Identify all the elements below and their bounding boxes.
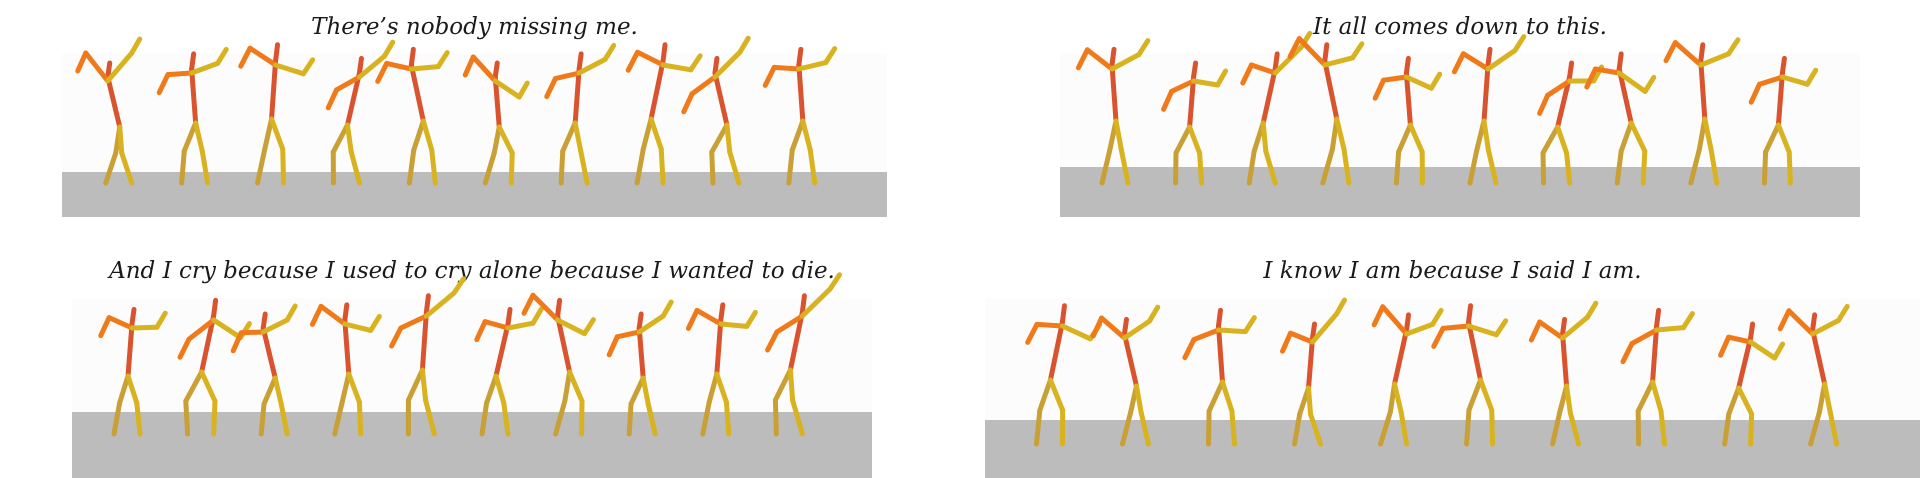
stick-figure	[1663, 37, 1741, 186]
panel-3-caption: And I cry because I used to cry alone be…	[109, 258, 835, 284]
panel-1-stick-figures	[75, 35, 838, 186]
panel-2-stick-figures	[1075, 30, 1819, 186]
stick-figure	[681, 35, 751, 186]
stick-figure	[230, 303, 298, 437]
panel-2-stage	[1060, 30, 1860, 217]
panel-2-caption: It all comes down to this.	[1313, 14, 1607, 40]
stick-figure	[1161, 60, 1229, 186]
stick-figure	[1451, 34, 1527, 186]
stick-figure	[1240, 30, 1313, 186]
stick-figure	[325, 39, 396, 186]
panel-4-stick-figures	[1025, 297, 1850, 447]
stick-figure	[1777, 303, 1850, 447]
stick-figure	[606, 299, 674, 437]
panel-1-stage	[62, 35, 887, 217]
panel-2-floor	[1060, 167, 1860, 217]
stick-figure	[177, 297, 252, 437]
stick-figure	[309, 302, 382, 437]
stick-figure	[625, 42, 703, 186]
stick-figure	[1075, 38, 1151, 186]
stick-figure	[462, 54, 530, 186]
panel-3: And I cry because I used to cry alone be…	[72, 258, 872, 478]
stick-figure	[1182, 307, 1257, 447]
stick-figure	[75, 36, 143, 186]
panel-4-caption: I know I am because I said I am.	[1263, 258, 1642, 284]
stick-figure	[521, 292, 596, 437]
panel-2: It all comes down to this.	[1060, 14, 1860, 217]
stick-figure	[685, 302, 758, 437]
panel-3-stage	[72, 272, 872, 478]
panel-1-floor	[62, 172, 887, 217]
stick-figure	[1090, 304, 1161, 447]
panel-3-floor	[72, 412, 872, 478]
stick-figure	[1584, 51, 1657, 186]
panel-4: I know I am because I said I am.	[985, 258, 1920, 478]
stick-figure	[544, 42, 617, 186]
panel-1-caption: There’s nobody missing me.	[311, 14, 638, 40]
panel-4-stage	[985, 297, 1920, 478]
stick-figure	[238, 42, 316, 186]
stick-figure	[1371, 304, 1444, 447]
stick-figure	[375, 46, 450, 186]
panel-3-stick-figures	[98, 272, 843, 437]
stick-figure	[1620, 307, 1695, 447]
stick-figure	[98, 306, 168, 437]
stick-figure	[765, 272, 843, 437]
panel-1: There’s nobody missing me.	[62, 14, 887, 217]
stick-figure	[1372, 55, 1443, 186]
stick-figure	[389, 276, 467, 437]
panel-4-floor	[985, 420, 1920, 478]
stick-figure	[1528, 300, 1599, 447]
stick-figure	[1287, 36, 1365, 186]
stick-figure	[1431, 303, 1509, 447]
stick-figure	[1025, 303, 1103, 447]
stick-figure	[1718, 321, 1786, 447]
stick-figure	[474, 306, 544, 437]
stick-figure	[1280, 297, 1348, 447]
stick-figure	[762, 46, 838, 186]
stick-figure	[156, 46, 229, 186]
stick-figure	[1748, 55, 1819, 186]
